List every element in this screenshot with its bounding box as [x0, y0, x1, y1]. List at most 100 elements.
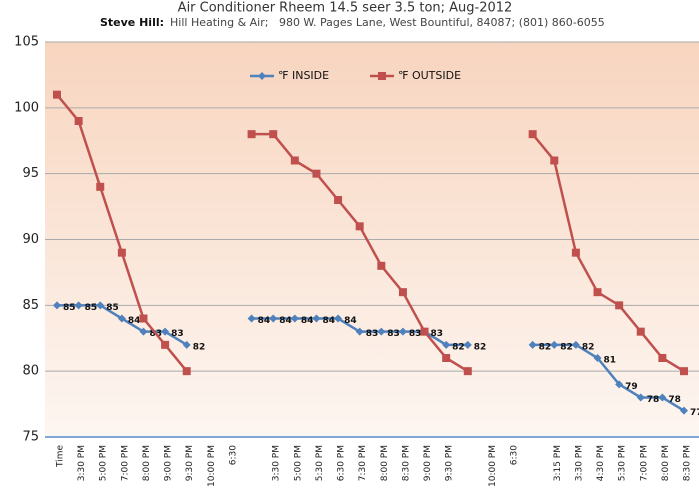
y-tick-label: 75: [22, 430, 39, 445]
legend-item: ℉ OUTSIDE: [370, 69, 461, 82]
x-tick-label: 7:00 PM: [639, 445, 649, 481]
data-label: 83: [387, 329, 400, 339]
x-tick-label: 9:00 PM: [164, 445, 174, 481]
legend-item: ℉ INSIDE: [250, 69, 329, 82]
marker: [258, 72, 266, 80]
marker: [117, 314, 126, 323]
marker: [463, 367, 472, 376]
marker: [571, 340, 580, 349]
data-label: 78: [647, 395, 660, 405]
data-label: 83: [431, 329, 444, 339]
x-tick-label: 3:30 PM: [272, 445, 282, 481]
marker: [658, 354, 667, 362]
marker: [247, 130, 256, 139]
data-label: 82: [193, 342, 206, 352]
marker: [161, 327, 170, 336]
marker: [658, 393, 667, 402]
x-tick-label: 9:00 PM: [423, 445, 433, 481]
marker: [182, 340, 191, 349]
data-label: 83: [366, 329, 379, 339]
data-label: 85: [106, 303, 119, 313]
marker: [53, 90, 61, 99]
data-label: 81: [604, 356, 617, 366]
marker: [398, 327, 407, 336]
marker: [593, 354, 602, 362]
marker: [442, 354, 451, 362]
marker: [96, 182, 105, 191]
x-tick-label: 7:00 PM: [120, 445, 130, 481]
marker: [247, 314, 256, 323]
marker: [377, 261, 386, 270]
data-label: 85: [85, 303, 98, 313]
legend-label: ℉ INSIDE: [278, 69, 329, 82]
marker: [117, 248, 126, 257]
data-label: 82: [539, 342, 552, 352]
marker: [53, 301, 61, 310]
x-tick-label: 8:00 PM: [142, 445, 152, 481]
marker: [636, 327, 645, 336]
marker: [571, 248, 580, 257]
marker: [442, 340, 451, 349]
x-tick-label: 10:00 PM: [488, 445, 498, 487]
x-tick-label: 8:00 PM: [661, 445, 671, 481]
marker: [355, 222, 364, 231]
marker: [593, 288, 602, 297]
subtitle-name: Steve Hill:: [100, 16, 164, 29]
x-tick-label: 6:30: [510, 445, 520, 465]
marker: [182, 367, 191, 376]
marker: [615, 380, 624, 389]
x-tick-label: 7:30 PM: [358, 445, 368, 481]
marker: [636, 393, 645, 402]
data-label: 82: [452, 342, 465, 352]
data-label: 82: [582, 342, 595, 352]
x-tick-label: 10:00 PM: [207, 445, 217, 487]
data-label: 84: [128, 316, 141, 326]
marker: [463, 340, 472, 349]
marker: [334, 314, 343, 323]
data-label: 83: [171, 329, 184, 339]
x-tick-label: 5:00 PM: [293, 445, 303, 481]
x-tick-label: 9:30 PM: [185, 445, 195, 481]
y-tick-label: 85: [22, 298, 39, 313]
x-tick-label: 3:30 PM: [574, 445, 584, 481]
marker: [355, 327, 364, 336]
x-tick-label: 8:00 PM: [380, 445, 390, 481]
marker: [420, 327, 429, 336]
x-tick-label: 6:30: [228, 445, 238, 465]
marker: [96, 301, 105, 310]
marker: [398, 288, 407, 297]
marker: [550, 340, 559, 349]
data-label: 85: [63, 303, 76, 313]
x-tick-label: 3:15 PM: [553, 445, 563, 481]
data-label: 82: [560, 342, 573, 352]
x-tick-label: 5:30 PM: [618, 445, 628, 481]
data-label: 84: [258, 316, 271, 326]
marker: [312, 314, 321, 323]
x-tick-label: Time: [56, 445, 66, 468]
marker: [139, 314, 148, 323]
x-tick-label: 6:30 PM: [337, 445, 347, 481]
subtitle-text: Hill Heating & Air; 980 W. Pages Lane, W…: [170, 16, 605, 29]
marker: [377, 327, 386, 336]
y-tick-label: 100: [14, 100, 39, 115]
marker: [312, 169, 321, 178]
marker: [615, 301, 624, 310]
data-label: 84: [344, 316, 357, 326]
data-label: 84: [301, 316, 314, 326]
x-tick-label: 9:30 PM: [445, 445, 455, 481]
marker: [378, 72, 386, 80]
data-label: 84: [322, 316, 335, 326]
x-tick-label: 8:30 PM: [683, 445, 693, 481]
marker: [161, 340, 170, 349]
x-tick-label: 4:30 PM: [596, 445, 606, 481]
data-label: 84: [279, 316, 292, 326]
chart-title: Air Conditioner Rheem 14.5 seer 3.5 ton;…: [178, 1, 513, 16]
marker: [334, 196, 343, 204]
data-label: 82: [474, 342, 487, 352]
marker: [680, 406, 688, 415]
marker: [528, 340, 537, 349]
marker: [74, 117, 83, 125]
x-tick-label: 5:30 PM: [315, 445, 325, 481]
y-tick-label: 95: [22, 166, 39, 181]
